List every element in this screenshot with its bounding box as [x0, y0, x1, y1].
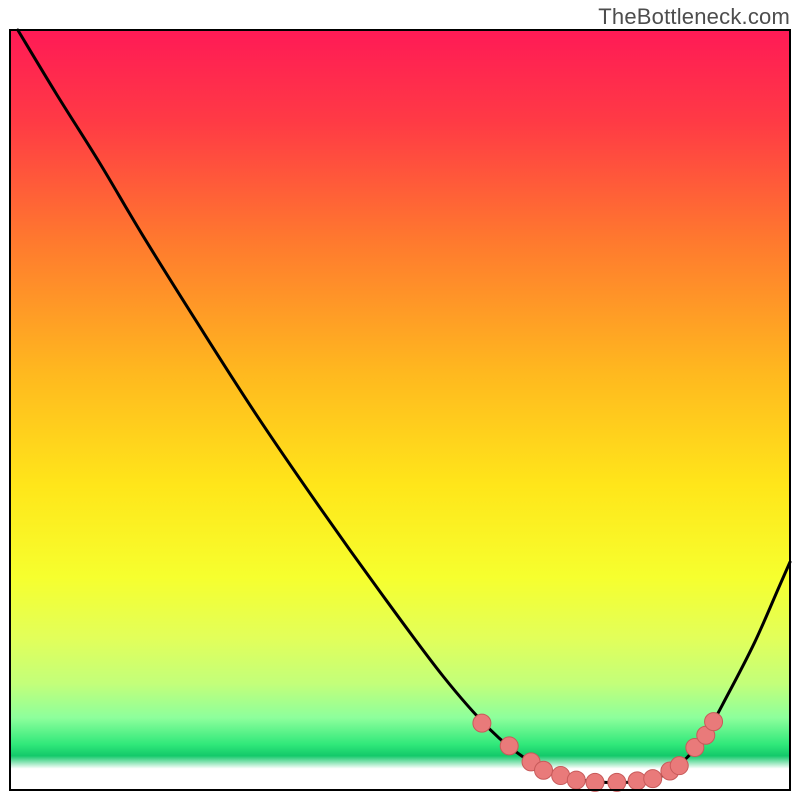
watermark-text: TheBottleneck.com: [598, 4, 790, 30]
curve-marker: [473, 714, 491, 732]
bottleneck-chart: [0, 0, 800, 800]
curve-marker: [670, 757, 688, 775]
plot-background: [10, 30, 790, 790]
curve-marker: [608, 773, 626, 791]
curve-marker: [586, 773, 604, 791]
curve-marker: [644, 770, 662, 788]
curve-marker: [567, 771, 585, 789]
curve-marker: [628, 772, 646, 790]
curve-marker: [705, 713, 723, 731]
curve-marker: [535, 761, 553, 779]
curve-marker: [500, 737, 518, 755]
